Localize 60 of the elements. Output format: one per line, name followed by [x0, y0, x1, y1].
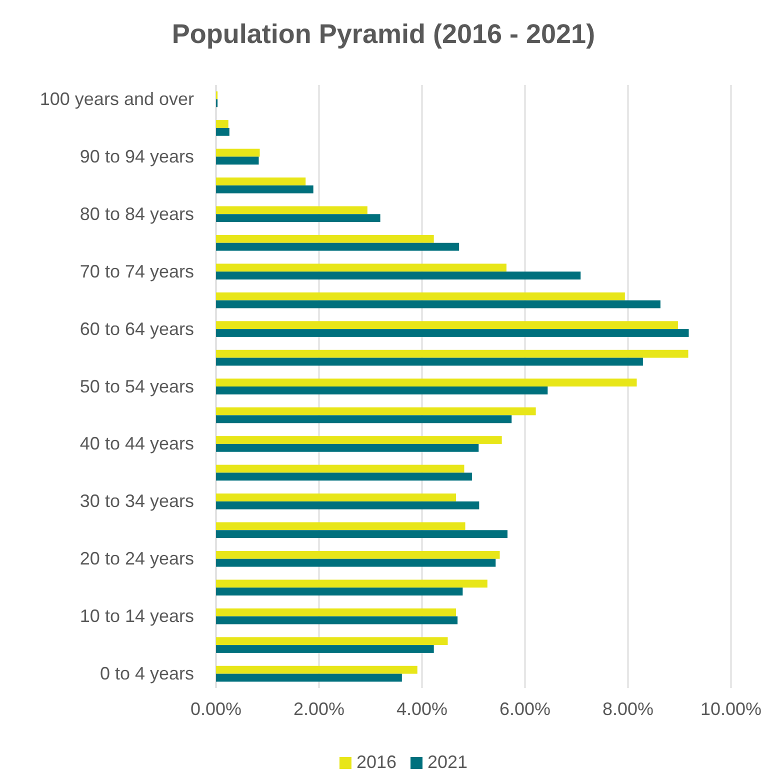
y-tick-label: 10 to 14 years: [80, 606, 194, 626]
bar: [216, 214, 380, 222]
bar: [216, 674, 402, 682]
bar: [216, 472, 472, 481]
bar: [216, 120, 228, 128]
bar: [216, 530, 508, 538]
bar: [216, 329, 689, 337]
y-tick-label: 80 to 84 years: [80, 204, 194, 224]
bar: [216, 494, 456, 502]
bar: [216, 637, 448, 646]
y-tick-label: 70 to 74 years: [80, 261, 194, 282]
bar: [216, 522, 466, 530]
bar: [216, 386, 548, 394]
bar: [216, 666, 418, 674]
x-tick-label: 2.00%: [293, 698, 345, 719]
legend-label: 2016: [356, 752, 396, 772]
bar: [216, 206, 368, 214]
bar: [216, 234, 434, 243]
x-tick-label: 4.00%: [396, 698, 448, 719]
bar: [216, 501, 480, 510]
chart-title: Population Pyramid (2016 - 2021): [172, 19, 596, 49]
bar: [216, 580, 488, 588]
bar: [216, 350, 688, 358]
bar: [216, 321, 678, 330]
bar: [216, 148, 260, 157]
bar: [216, 178, 306, 186]
y-tick-label: 40 to 44 years: [80, 434, 194, 454]
bar: [216, 272, 581, 280]
x-tick-label: 10.00%: [700, 698, 762, 719]
x-tick-label: 6.00%: [499, 698, 551, 719]
bar: [216, 378, 637, 386]
bar: [216, 415, 512, 424]
bar: [216, 242, 460, 251]
x-tick-label: 8.00%: [602, 698, 654, 719]
bar: [216, 558, 496, 567]
y-tick-label: 100 years and over: [40, 88, 194, 109]
bar: [216, 264, 506, 272]
y-tick-label: 90 to 94 years: [80, 146, 194, 166]
bar: [216, 436, 502, 444]
legend-label: 2021: [428, 752, 468, 772]
bar: [216, 358, 643, 366]
bar: [216, 156, 259, 165]
x-tick-label: 0.00%: [190, 698, 242, 719]
bar: [216, 300, 660, 308]
y-tick-label: 0 to 4 years: [100, 664, 194, 684]
bar: [216, 616, 458, 624]
bar: [216, 292, 625, 300]
y-tick-label: 50 to 54 years: [80, 376, 194, 396]
bar: [216, 444, 479, 452]
bar: [216, 407, 536, 416]
y-tick-label: 60 to 64 years: [80, 318, 194, 339]
bar: [216, 185, 314, 194]
bar: [216, 128, 230, 136]
y-tick-label: 30 to 34 years: [80, 491, 194, 512]
y-tick-label: 20 to 24 years: [80, 548, 194, 569]
bar: [216, 550, 500, 559]
bar: [216, 588, 463, 596]
bar: [216, 645, 434, 653]
bar: [216, 608, 456, 616]
bar: [216, 464, 464, 473]
